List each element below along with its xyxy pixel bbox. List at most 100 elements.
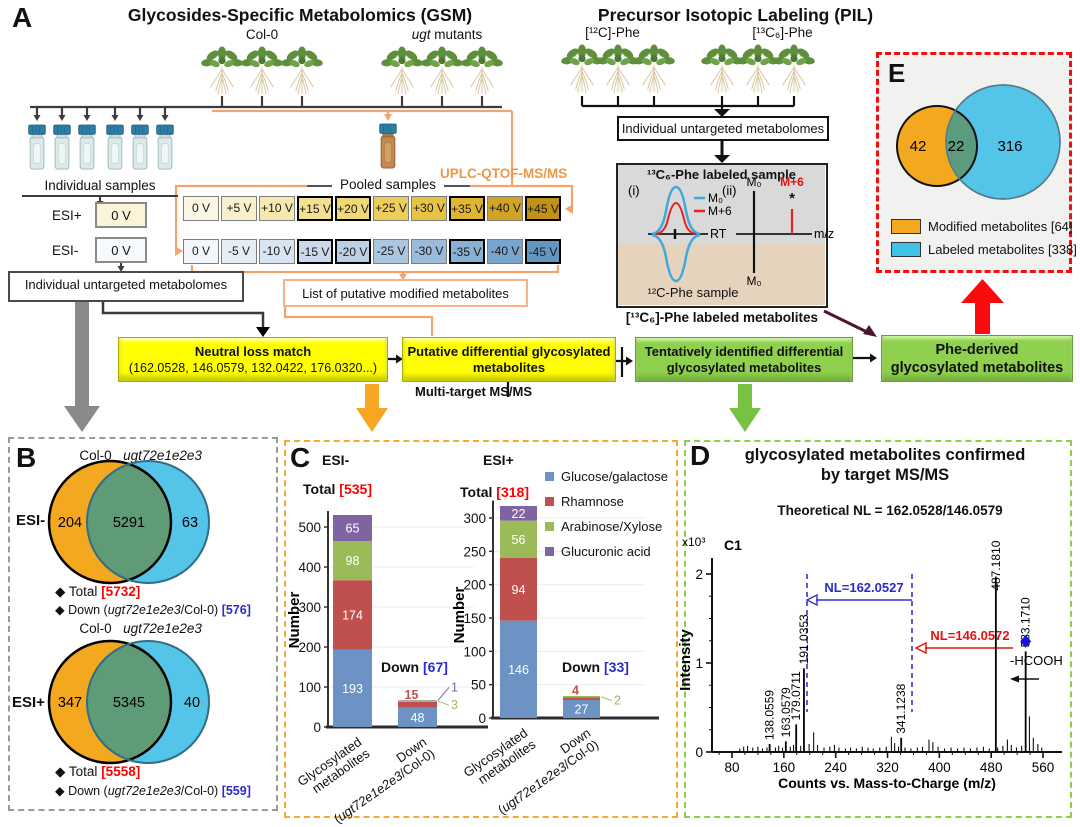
plant-icon: [596, 44, 640, 94]
collision-energy-box-neg-row-6: -30 V: [411, 239, 447, 264]
esi-minus-voltage-box: 0 V: [95, 237, 147, 263]
segment-value: 27: [575, 702, 589, 716]
chart-neg-down: Down [67]: [381, 659, 448, 675]
individual-samples-label: Individual samples: [44, 178, 156, 193]
hcooh-arrowhead: [1010, 675, 1019, 683]
bar-segment: [500, 505, 537, 521]
panel-c-label: C: [290, 442, 311, 473]
tentative-box: Tentatively identified differential glyc…: [635, 337, 853, 382]
collision-energy-box-neg-row-0: 0 V: [183, 239, 219, 264]
bar-segment: [500, 620, 537, 718]
blue-diamond-marker: [1020, 634, 1032, 648]
collision-energy-box-neg-row-7: -35 V: [449, 239, 485, 264]
sample-box-bottom-bg: [618, 243, 825, 305]
vial-icon: [53, 124, 71, 170]
gsm-bracket: [30, 96, 502, 115]
venn2-overlap-value: 5345: [113, 695, 145, 711]
y-tick-label: 500: [298, 520, 321, 535]
y-tick-label: 50: [471, 678, 486, 693]
venn1-down-italic: ugt72e1e2e3: [107, 603, 181, 617]
y-tick-label: 2: [695, 567, 703, 582]
panel-a-graphics: [22, 44, 1004, 432]
y-tick-label: 300: [463, 511, 486, 526]
chart-pos-title: ESI+: [483, 452, 514, 468]
callout-value: 2: [614, 694, 621, 708]
venn1-total-value: [5732]: [101, 584, 141, 599]
y-tick-label: 200: [298, 640, 321, 655]
legend-label: Glucose/galactose: [561, 469, 668, 484]
venn2-down-italic: ugt72e1e2e3: [107, 784, 181, 798]
y-tick-label: 0: [695, 745, 703, 760]
y-tick-label: 200: [463, 578, 486, 593]
x-tick-label: 320: [876, 760, 899, 775]
panel-e-legend-row-2: Labeled metabolites [338]: [891, 242, 1077, 257]
segment-value: 22: [512, 507, 526, 521]
putative-differential-box: Putative differential glycosylated metab…: [402, 337, 616, 382]
c12-phe-label: [¹²C]-Phe: [585, 25, 640, 40]
y-axis-title: Number: [451, 587, 468, 644]
m0-stick-label: M₀: [747, 175, 762, 189]
down-value: [67]: [423, 659, 448, 675]
callout-value: 1: [451, 680, 458, 694]
phe-derived-box: Phe-derived glycosylated metabolites: [881, 335, 1073, 382]
venn2-down-value: [559]: [221, 784, 251, 798]
venn-overlap: [87, 461, 171, 583]
bar-segment: [398, 701, 437, 708]
pil-box-arrowhead: [714, 155, 730, 163]
legend-swatch: [545, 522, 554, 531]
collision-energy-box-pos-row-9: +45 V: [525, 196, 561, 221]
venn1-down-value: [576]: [221, 603, 251, 617]
vial-icon: [78, 124, 96, 170]
bar-segment: [333, 541, 372, 581]
bar-segment: [563, 695, 600, 698]
venn2-down-row: ◆ Down (ugt72e1e2e3/Col-0) [559]: [55, 783, 251, 798]
y-tick-label: 150: [463, 611, 486, 626]
x-tick-label: 160: [773, 760, 796, 775]
venn2-total-label: Total: [68, 764, 98, 779]
bar-segment: [500, 520, 537, 558]
callout-value: 4: [572, 683, 579, 697]
ugt-plants: [380, 46, 504, 96]
sample-box-title: ¹³C₆-Phe labeled sample: [647, 167, 796, 182]
venn-e-right-value: 316: [997, 138, 1022, 155]
callout-value: 15: [405, 688, 419, 702]
m6-peak-curve: [655, 201, 697, 235]
diamond-bullet-icon: ◆: [55, 784, 69, 798]
col0-label: Col-0: [245, 27, 279, 42]
collision-energy-box-neg-row-5: -25 V: [373, 239, 409, 264]
labeled-metabolites-caption: [¹³C₆]-Phe labeled metabolites: [625, 310, 819, 325]
m6-legend-label: M+6: [708, 204, 732, 218]
y-tick-label: 100: [463, 644, 486, 659]
venn2-right-value: 40: [184, 695, 200, 711]
modified-swatch: [891, 219, 921, 234]
peak-label: 191.0353: [797, 614, 811, 664]
venn-e-overlap-value: 22: [948, 138, 965, 155]
segment-value: 98: [346, 554, 360, 568]
y-scale-label: x10³: [682, 535, 705, 549]
peak-label: 179.0711: [789, 671, 803, 720]
m0-peak-curve: [651, 185, 701, 236]
panel-d-title-1: glycosylated metabolites confirmed: [744, 446, 1026, 464]
gsm-title: Glycosides-Specific Metabolomics (GSM): [127, 5, 473, 25]
legend-label: Arabinose/Xylose: [561, 519, 663, 534]
pil-title: Precursor Isotopic Labeling (PIL): [597, 5, 874, 25]
panel-b-venn-neg: 204 5291 63: [47, 459, 210, 585]
venn1-total-row: ◆ Total [5732]: [55, 584, 140, 600]
nl-162-annotation: NL=162.0527: [805, 574, 913, 712]
legend-item: Rhamnose: [545, 489, 668, 514]
m6-stick-label: M+6: [780, 175, 804, 189]
ugt-rest: mutants: [430, 27, 483, 42]
venn1-total-label: Total: [68, 584, 98, 599]
ugt-circle-outline: [86, 640, 210, 764]
hcooh-label: -HCOOH: [1010, 653, 1063, 668]
plant-icon: [280, 46, 324, 96]
m0-legend-label: M₀: [708, 191, 723, 205]
gsm-bracket-arrowheads: [33, 115, 169, 121]
plant-icon: [632, 44, 676, 94]
c12-inverted-peak-curve: [651, 233, 701, 283]
ms-spectrum: x10³ C1 Intensity Counts vs. Mass-to-Cha…: [677, 535, 1063, 791]
venn1-overlap-value: 5291: [113, 515, 145, 531]
uplc-label: UPLC-QTOF-MS/MS: [440, 166, 568, 181]
panel-b-label: B: [16, 442, 37, 473]
